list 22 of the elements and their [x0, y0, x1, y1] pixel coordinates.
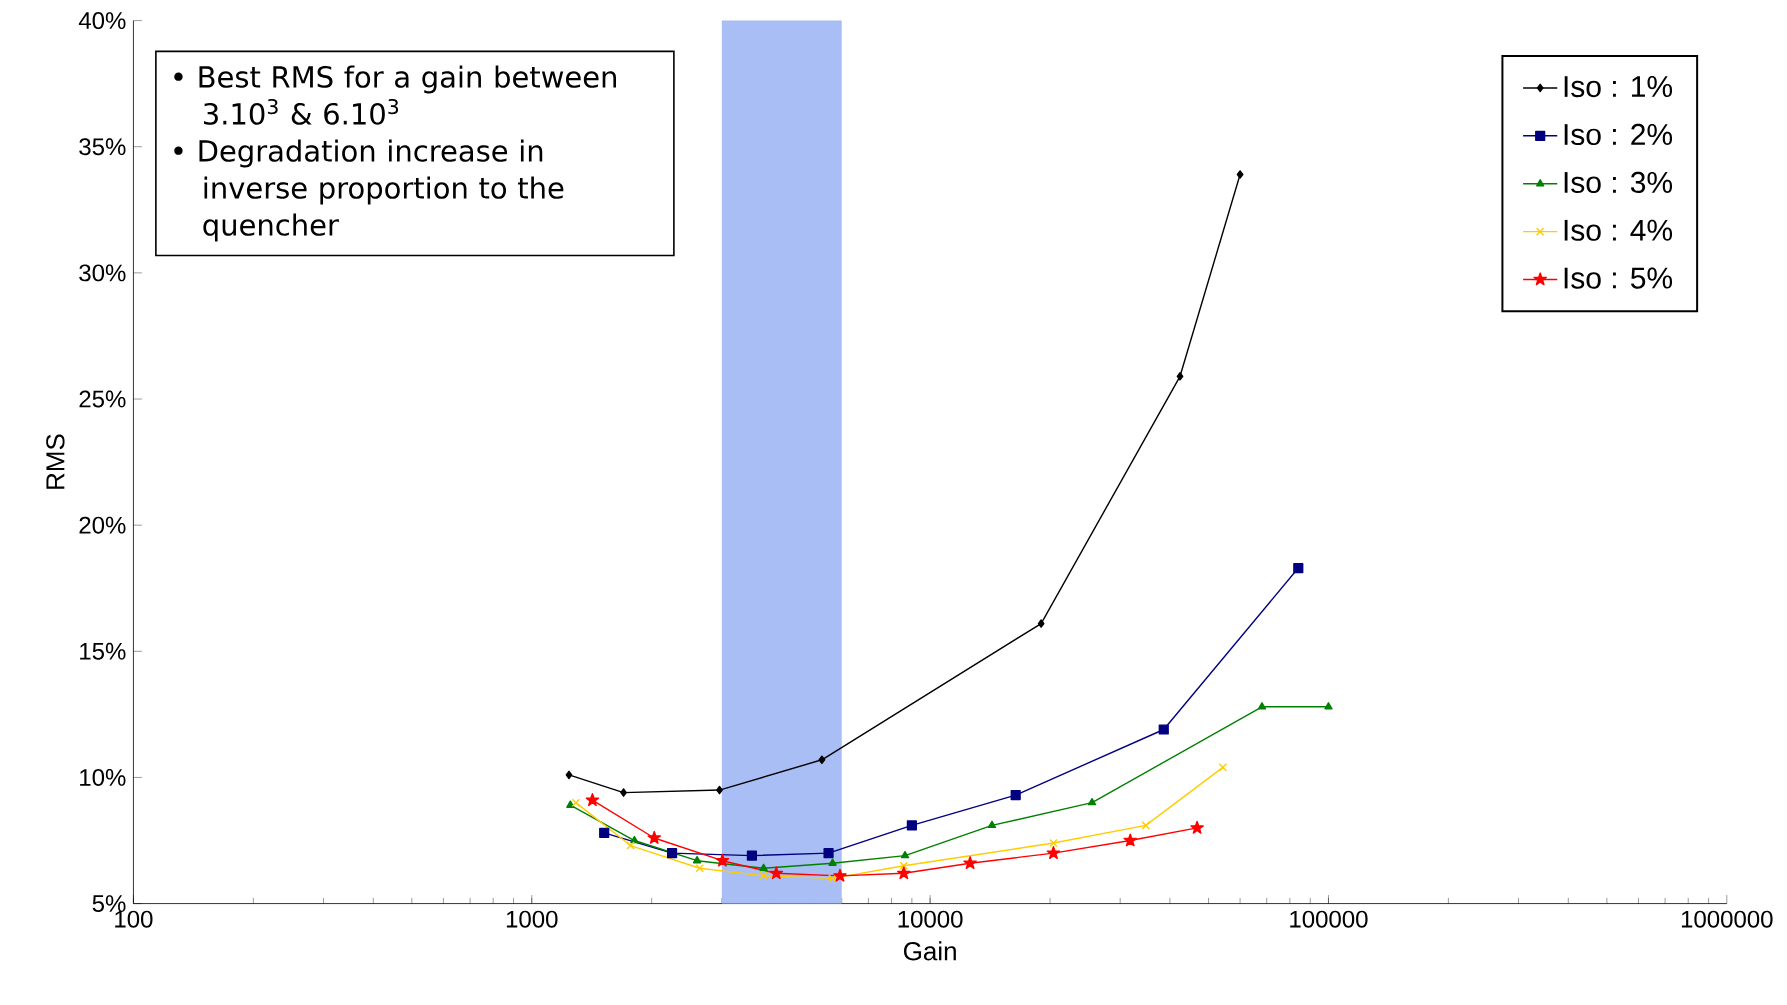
x-axis-title: Gain [903, 941, 956, 961]
legend-label: Iso : 1% [1564, 76, 1673, 98]
legend-label: Iso : 4% [1564, 219, 1673, 241]
y-tick-label: 40% [78, 12, 126, 30]
y-tick-label: 10% [80, 768, 126, 786]
annotation: • Best RMS for a gain between 3.10$^{3}$ & 6.10$^{3}$ [174, 65, 616, 125]
y-tick-label: 15% [80, 642, 126, 660]
x-tick-label: 1000 [506, 910, 558, 928]
x-tick-label: 1000000 [1681, 910, 1773, 928]
y-tick-label: 25% [79, 390, 126, 408]
x-tick-label: 10000 [898, 910, 963, 928]
legend-label: Iso : 5% [1564, 267, 1673, 289]
x-tick-label: 100 [115, 910, 153, 928]
legend-label: Iso : 3% [1564, 171, 1673, 194]
x-tick-label: 100000 [1290, 910, 1368, 928]
y-tick-label: 35% [79, 138, 126, 156]
y-tick-label: 30% [79, 264, 126, 282]
y-axis-title: RMS [46, 434, 65, 489]
y-tick-label: 5% [92, 895, 126, 913]
legend-label: Iso : 2% [1564, 123, 1673, 146]
annotation: • Degradation increase in inverse proportion to the quencher [174, 139, 564, 242]
y-tick-label: 20% [79, 516, 126, 534]
